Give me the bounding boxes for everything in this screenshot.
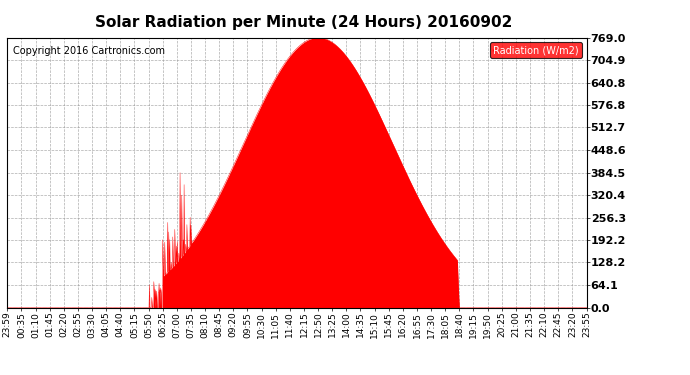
Text: Solar Radiation per Minute (24 Hours) 20160902: Solar Radiation per Minute (24 Hours) 20… xyxy=(95,15,512,30)
Legend: Radiation (W/m2): Radiation (W/m2) xyxy=(490,42,582,58)
Text: Copyright 2016 Cartronics.com: Copyright 2016 Cartronics.com xyxy=(12,46,165,56)
